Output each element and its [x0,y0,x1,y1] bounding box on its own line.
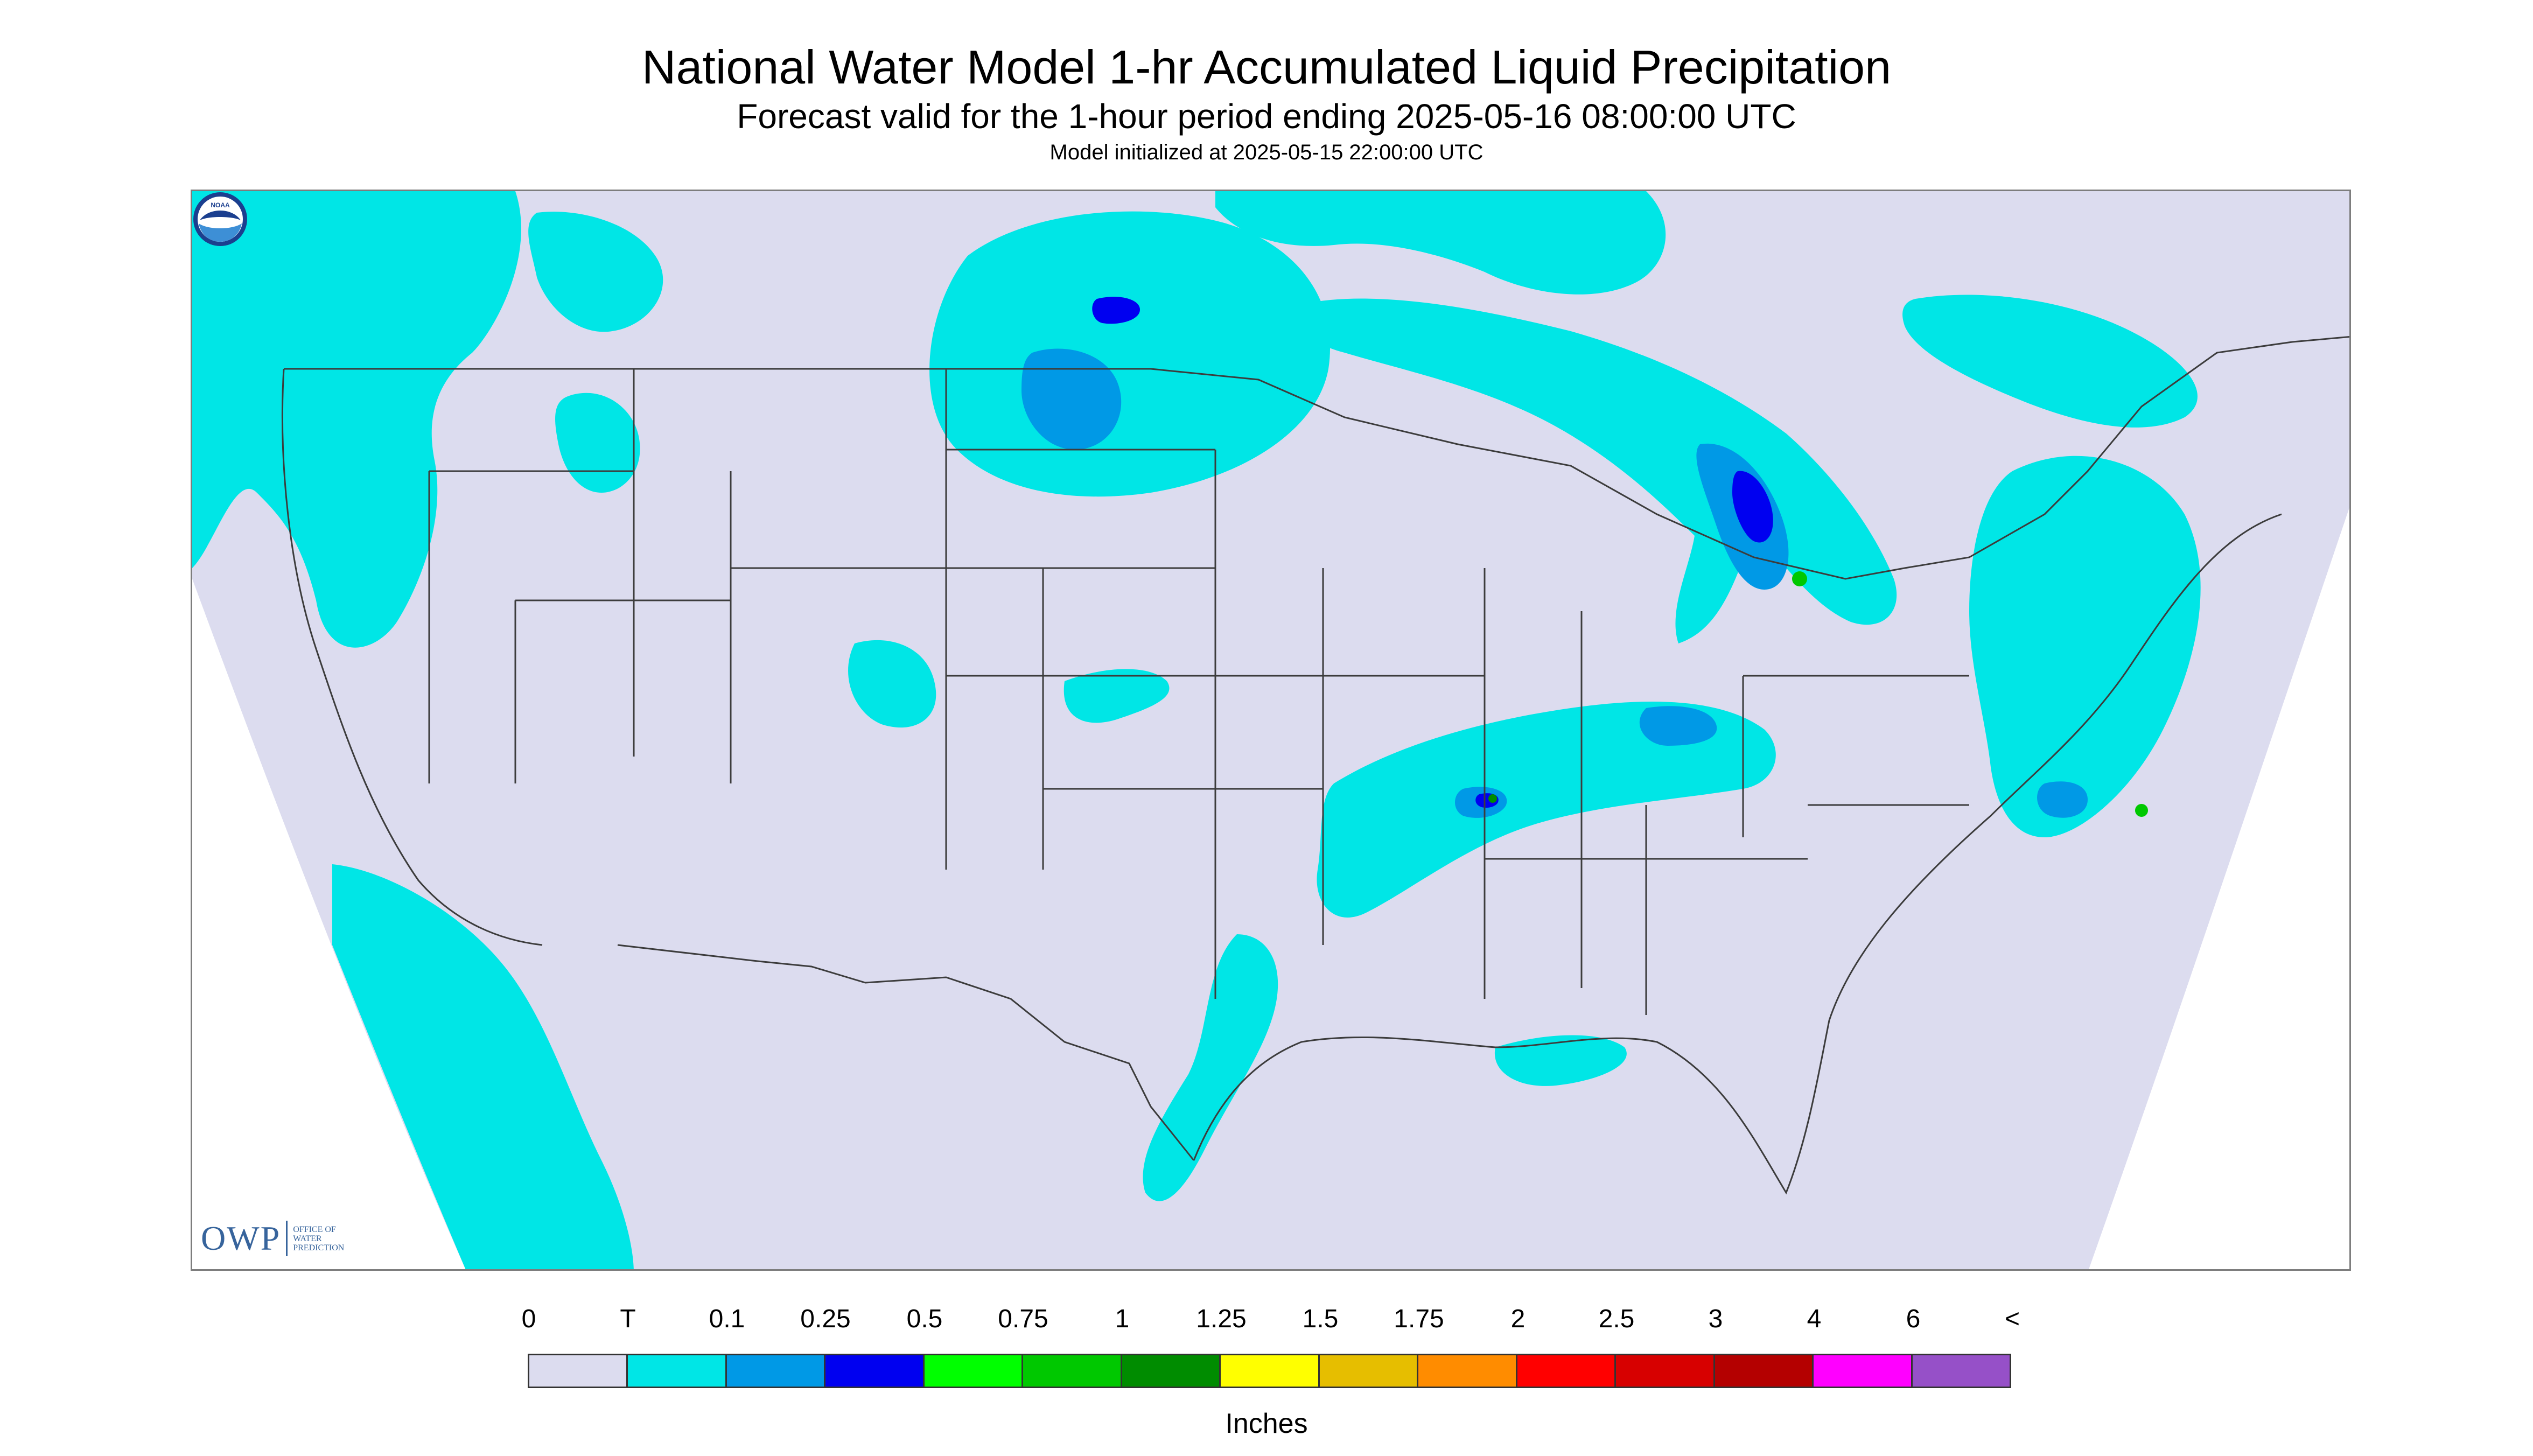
legend-label: 1.5 [1302,1305,1339,1333]
owp-logo-line-3: PREDICTION [293,1243,345,1252]
legend-label: T [620,1305,636,1333]
legend-label: 1 [1115,1305,1130,1333]
state-lines-central [945,369,1324,999]
precip-spot-green-atlantic [2135,804,2148,817]
noaa-logo-bird [200,211,241,220]
precip-trace-areas [192,191,2201,1269]
legend-swatch [1517,1355,1617,1387]
precip-area-colorado [848,640,936,728]
noaa-logo-wave [199,223,242,242]
state-lines-west [428,369,947,870]
precip-area-gulf [1143,934,1278,1201]
political-boundaries [282,336,2349,1195]
precip-area-pacific-nw [192,191,521,648]
owp-logo-line-1: OFFICE OF [293,1224,336,1234]
owp-logo-divider [286,1221,288,1256]
precip-area-gulf-coast [1494,1035,1627,1086]
legend-label: 2 [1510,1305,1526,1333]
noaa-logo-text: NOAA [211,201,230,209]
legend-swatch [1715,1355,1814,1387]
legend-swatch [924,1355,1024,1387]
legend-swatch [1814,1355,1913,1387]
legend-swatch [1122,1355,1221,1387]
legend-labels: 0 T 0.1 0.25 0.5 0.75 1 1.25 1.5 1.75 2 … [0,1303,2533,1341]
us-mexico-border [617,944,1195,1161]
legend-label: < [2004,1305,2020,1333]
precip-area-ohio-valley [1317,702,1776,918]
owp-logo-text: OFFICE OF WATER PREDICTION [293,1225,344,1252]
precip-area-quebec [1902,295,2198,428]
legend-swatch [1418,1355,1517,1387]
precip-area-great-lakes [1295,298,1897,643]
precip-area-east-coast [1969,456,2201,837]
legend-label: 0.5 [906,1305,943,1333]
precipitation-map: OWP OFFICE OF WATER PREDICTION NOAA [191,190,2351,1271]
legend-color-bar [528,1354,2011,1388]
legend-label: 3 [1708,1305,1723,1333]
precip-spot-green-lakes [1792,571,1807,586]
legend-label: 1.75 [1394,1305,1444,1333]
owp-logo: OWP OFFICE OF WATER PREDICTION [201,1214,344,1263]
precip-area-idaho [555,393,640,493]
legend-swatch [726,1355,826,1387]
noaa-logo: NOAA [193,192,247,246]
legend-swatch [1319,1355,1419,1387]
legend-label: 6 [1906,1305,1921,1333]
legend-label: 2.5 [1598,1305,1635,1333]
precip-area-kansas [1063,669,1170,723]
us-coastline-gulf-east [1193,513,2282,1195]
precip-intense-spots [1488,571,2148,817]
legend-label: 4 [1807,1305,1822,1333]
precip-area-nd-blue [1021,348,1122,450]
precip-area-lakes-heavy [1732,471,1773,543]
map-title: National Water Model 1-hr Accumulated Li… [641,40,1892,94]
map-subtitle: Forecast valid for the 1-hour period end… [737,97,1796,136]
precip-area-canada-north [1215,191,1666,295]
legend-swatch [1912,1355,2010,1387]
legend-swatch [628,1355,727,1387]
legend-label: 0 [521,1305,536,1333]
owp-logo-mark: OWP [201,1219,281,1257]
precip-area-ohio-blue [1639,706,1717,746]
us-coastline-west [282,368,543,946]
legend-label: 0.75 [998,1305,1048,1333]
precip-area-atlantic-blue [2037,781,2088,818]
map-canvas [192,191,2349,1269]
legend-swatch [1221,1355,1320,1387]
legend-label: 0.1 [709,1305,745,1333]
precip-area-dakotas-canada [929,211,1331,497]
us-canada-border [284,336,2349,580]
model-init-line: Model initialized at 2025-05-15 22:00:00… [1049,141,1484,164]
precip-area-nd-heavy [1092,297,1140,324]
legend-label: 0.25 [800,1305,851,1333]
legend-swatch [825,1355,925,1387]
legend-label: 1.25 [1196,1305,1247,1333]
precip-spot-green-mid-south [1488,794,1497,803]
precip-area-pacific-sw [332,864,634,1269]
legend-units-label: Inches [1225,1408,1308,1439]
precip-heavy-areas [1092,297,1773,808]
legend-swatch [529,1355,628,1387]
precip-area-bc [528,212,663,332]
state-lines-east [1323,568,1969,1015]
owp-logo-line-2: WATER [293,1234,322,1243]
legend-swatch [1616,1355,1715,1387]
legend-swatch [1023,1355,1122,1387]
